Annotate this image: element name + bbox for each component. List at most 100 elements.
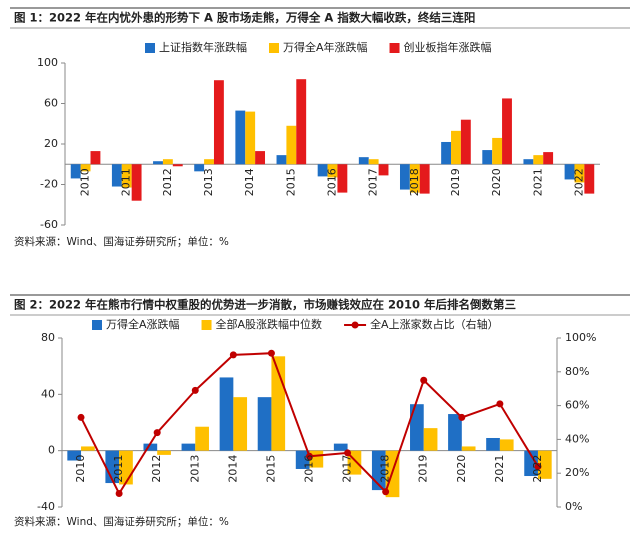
x-tick-label: 2020: [455, 455, 468, 483]
bar: [181, 443, 196, 451]
bar: [419, 164, 430, 194]
bar: [448, 414, 462, 451]
legend-swatch: [269, 43, 279, 53]
line-point: [115, 489, 123, 497]
chart-title: 图 1：2022 年在内忧外患的形势下 A 股市场走熊，万得全 A 指数大幅收跌…: [14, 11, 475, 25]
chart-title: 图 2：2022 年在熊市行情中权重股的优势进一步消散，市场赚钱效应在 2010…: [14, 298, 516, 312]
bar: [523, 159, 534, 165]
bar: [461, 446, 476, 451]
x-tick-label: 2011: [120, 168, 133, 196]
bar: [486, 437, 500, 451]
x-tick-label: 2013: [202, 168, 215, 196]
bar: [337, 164, 348, 193]
bar: [584, 164, 595, 194]
x-tick-label: 2020: [490, 168, 503, 196]
y2-tick-label: 0%: [565, 500, 582, 513]
x-tick-label: 2012: [150, 455, 163, 483]
bar: [296, 79, 307, 165]
x-tick-label: 2010: [74, 455, 87, 483]
bar: [121, 164, 132, 188]
x-tick-label: 2015: [284, 168, 297, 196]
bar: [90, 151, 101, 165]
x-tick-label: 2012: [161, 168, 174, 196]
bar: [70, 164, 81, 179]
bar: [67, 450, 82, 461]
x-tick-label: 2019: [449, 168, 462, 196]
legend-swatch: [351, 321, 359, 329]
legend-swatch: [201, 320, 212, 330]
y-tick-label: 0: [48, 444, 55, 457]
bar: [257, 397, 272, 451]
x-tick-label: 2011: [112, 455, 125, 483]
y2-tick-label: 100%: [565, 331, 596, 344]
line-point: [420, 376, 428, 384]
bar: [143, 443, 158, 451]
bar: [460, 119, 471, 165]
line-point: [267, 349, 275, 357]
bar: [482, 150, 493, 165]
y2-tick-label: 20%: [565, 466, 589, 479]
line-point: [77, 413, 85, 421]
bar: [409, 164, 420, 193]
source-note: 资料来源：Wind、国海证券研究所；单位：%: [14, 515, 229, 528]
x-tick-label: 2016: [303, 455, 316, 483]
bar: [492, 137, 503, 165]
x-tick-label: 2016: [326, 168, 339, 196]
line-point: [229, 351, 237, 359]
source-note: 资料来源：Wind、国海证券研究所；单位：%: [14, 235, 229, 248]
legend-label: 全部A股涨跌幅中位数: [216, 317, 323, 331]
y-tick-label: 80: [41, 331, 55, 344]
bar: [537, 450, 552, 479]
bar: [172, 164, 183, 167]
x-tick-label: 2013: [188, 455, 201, 483]
x-tick-label: 2018: [408, 168, 421, 196]
bar: [245, 111, 256, 165]
legend-label: 全A上涨家数占比（右轴）: [370, 317, 499, 331]
x-tick-label: 2021: [493, 455, 506, 483]
x-tick-label: 2015: [264, 455, 277, 483]
bar: [410, 404, 424, 451]
bar: [153, 161, 163, 165]
legend-label: 万得全A涨跌幅: [106, 317, 180, 331]
bar: [276, 155, 287, 165]
x-tick-label: 2010: [79, 168, 92, 196]
legend-swatch: [389, 43, 400, 53]
x-tick-label: 2017: [341, 455, 354, 483]
y-tick-label: 20: [44, 137, 58, 150]
bar: [368, 159, 379, 165]
bar: [219, 377, 234, 451]
bar: [157, 450, 171, 455]
x-tick-label: 2021: [531, 168, 544, 196]
bar: [524, 450, 538, 477]
bar: [255, 151, 266, 165]
bar: [131, 164, 142, 201]
x-tick-label: 2018: [379, 455, 392, 483]
bar: [195, 426, 209, 451]
bar: [317, 164, 328, 177]
bar: [533, 155, 544, 165]
x-tick-label: 2017: [367, 168, 380, 196]
y-tick-label: -60: [40, 218, 58, 231]
bar: [286, 125, 297, 165]
x-tick-label: 2014: [243, 168, 256, 196]
bar: [333, 443, 348, 451]
bar: [327, 164, 338, 178]
legend-label: 上证指数年涨跌幅: [159, 40, 247, 54]
line-point: [496, 400, 504, 408]
bar: [80, 164, 91, 172]
legend-swatch: [145, 43, 155, 53]
line-point: [534, 462, 542, 470]
y-tick-label: 40: [41, 387, 55, 400]
line-point: [306, 452, 313, 460]
line-point: [153, 429, 161, 437]
y2-tick-label: 40%: [565, 432, 589, 445]
legend-label: 万得全A年涨跌幅: [283, 40, 368, 54]
bar: [235, 110, 246, 165]
y-tick-label: -20: [40, 178, 58, 191]
bar: [162, 159, 173, 165]
bar: [499, 439, 514, 451]
bar: [399, 164, 410, 190]
bar: [358, 157, 369, 165]
line-point: [382, 488, 390, 496]
